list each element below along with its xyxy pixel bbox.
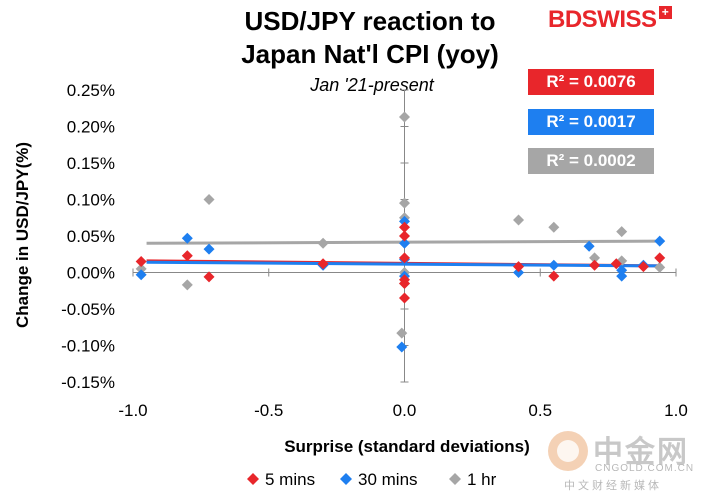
x-tick-label: 0.5	[528, 401, 552, 420]
y-tick-label: -0.05%	[61, 300, 115, 319]
r2-label-1-hr: R² = 0.0002	[528, 148, 654, 174]
data-point-30-mins	[548, 259, 560, 271]
y-tick-label: 0.20%	[67, 118, 115, 137]
data-point-30-mins	[181, 232, 193, 244]
y-tick-label: 0.10%	[67, 191, 115, 210]
data-point-30-mins	[135, 269, 147, 281]
y-axis-label: Change in USD/JPY(%)	[13, 142, 32, 328]
data-point-1-hr	[181, 279, 193, 291]
data-point-1-hr	[654, 261, 666, 273]
plus-icon: +	[658, 6, 672, 19]
data-point-1-hr	[399, 111, 410, 123]
data-point-30-mins	[616, 264, 628, 276]
data-point-5-mins	[610, 258, 622, 270]
legend-label: 1 hr	[467, 470, 497, 489]
data-point-5-mins	[548, 270, 560, 282]
data-point-30-mins	[399, 215, 410, 227]
x-tick-label: -1.0	[118, 401, 147, 420]
data-point-1-hr	[399, 197, 410, 209]
x-tick-label: -0.5	[254, 401, 283, 420]
legend-marker-1-hr	[449, 473, 461, 485]
data-point-5-mins	[181, 250, 193, 262]
data-point-1-hr	[513, 214, 525, 226]
legend-label: 30 mins	[358, 470, 418, 489]
data-point-5-mins	[399, 230, 410, 242]
x-axis-label: Surprise (standard deviations)	[284, 437, 530, 456]
data-point-5-mins	[399, 221, 410, 233]
data-point-1-hr	[396, 327, 408, 339]
chart-subtitle: Jan '21-present	[309, 75, 435, 95]
legend-label: 5 mins	[265, 470, 315, 489]
data-point-5-mins	[654, 252, 666, 264]
chart-title-line2: Japan Nat'l CPI (yoy)	[241, 39, 499, 69]
data-point-1-hr	[203, 194, 215, 205]
legend-marker-5-mins	[247, 473, 259, 485]
y-tick-label: -0.15%	[61, 373, 115, 392]
data-point-5-mins	[203, 271, 215, 283]
data-point-5-mins	[399, 277, 410, 289]
y-tick-label: 0.05%	[67, 227, 115, 246]
data-point-5-mins	[135, 256, 147, 268]
data-point-30-mins	[583, 240, 595, 252]
r2-label-5-mins: R² = 0.0076	[528, 69, 654, 95]
data-point-1-hr	[548, 221, 560, 233]
y-tick-label: -0.10%	[61, 337, 115, 356]
data-point-1-hr	[616, 226, 628, 238]
data-point-5-mins	[637, 261, 649, 273]
data-point-5-mins	[399, 252, 410, 264]
bdswiss-logo: BDSWISS +	[548, 6, 672, 34]
y-tick-label: 0.00%	[67, 264, 115, 283]
data-point-30-mins	[654, 235, 666, 247]
data-point-5-mins	[399, 292, 410, 304]
watermark-cn: 中金网	[593, 435, 689, 470]
r2-label-30-mins: R² = 0.0017	[528, 109, 654, 135]
data-point-30-mins	[203, 243, 215, 255]
watermark-sub: 中文财经新媒体	[564, 479, 662, 492]
x-tick-label: 1.0	[664, 401, 688, 420]
chart-title-line1: USD/JPY reaction to	[245, 6, 496, 36]
legend-marker-30-mins	[340, 473, 352, 485]
data-point-30-mins	[399, 237, 410, 249]
data-point-5-mins	[589, 259, 601, 271]
data-point-1-hr	[135, 263, 147, 275]
y-tick-label: 0.25%	[67, 81, 115, 100]
data-point-30-mins	[513, 267, 525, 278]
watermark-en: CNGOLD.COM.CN	[595, 463, 695, 474]
x-tick-label: 0.0	[393, 401, 417, 420]
data-point-1-hr	[589, 252, 601, 264]
data-point-30-mins	[396, 341, 408, 353]
data-point-5-mins	[317, 258, 329, 270]
data-point-30-mins	[616, 270, 628, 282]
data-point-1-hr	[317, 237, 329, 249]
y-tick-label: 0.15%	[67, 154, 115, 173]
cngold-watermark: 中金网 CNGOLD.COM.CN 中文财经新媒体	[548, 425, 698, 495]
data-point-5-mins	[513, 261, 525, 273]
